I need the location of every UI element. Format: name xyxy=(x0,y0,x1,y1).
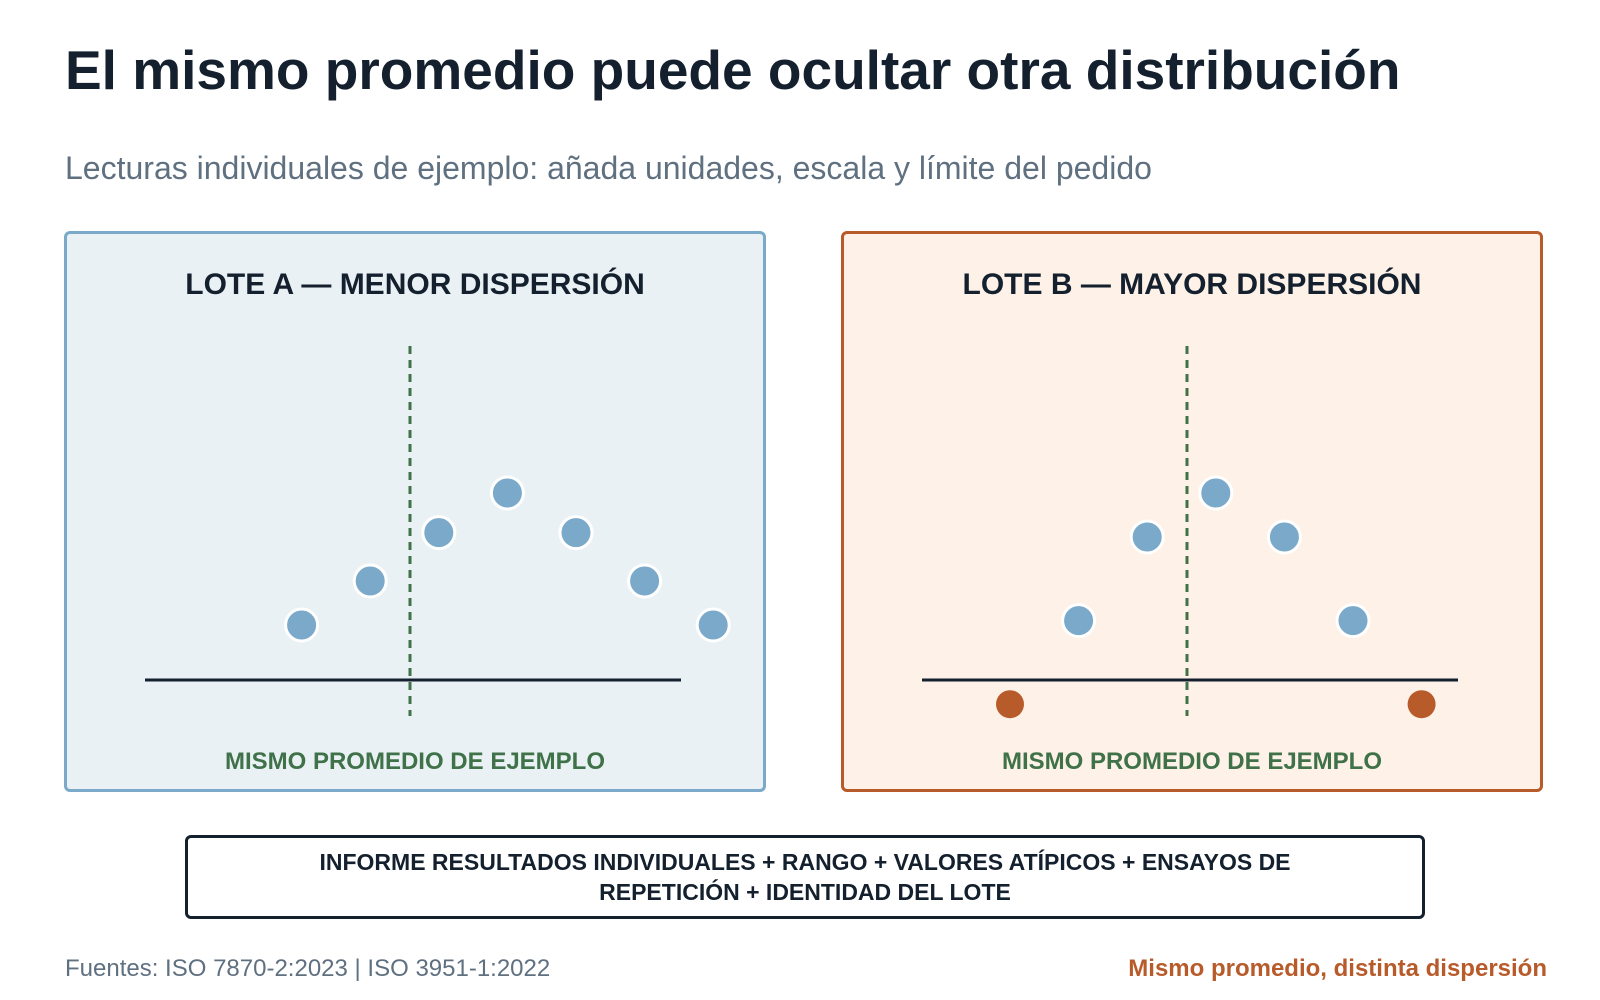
panel-lote-a: LOTE A — MENOR DISPERSIÓN MISMO PROMEDIO… xyxy=(64,231,766,792)
mean-label: MISMO PROMEDIO DE EJEMPLO xyxy=(224,748,606,775)
data-point xyxy=(1129,519,1165,555)
outlier-point xyxy=(1407,690,1436,719)
sources-note: Fuentes: ISO 7870-2:2023 | ISO 3951-1:20… xyxy=(65,955,551,982)
mean-label: MISMO PROMEDIO DE EJEMPLO xyxy=(1001,748,1383,775)
data-point xyxy=(627,563,663,599)
data-point xyxy=(352,563,388,599)
dot-plot-lote-b xyxy=(922,346,1458,719)
data-point xyxy=(1335,603,1371,639)
panel-title: LOTE B — MAYOR DISPERSIÓN xyxy=(962,268,1422,301)
summary-note: Mismo promedio, distinta dispersión xyxy=(1128,955,1547,982)
data-point xyxy=(284,607,320,643)
data-point xyxy=(1266,519,1302,555)
data-point xyxy=(1198,475,1234,511)
data-point xyxy=(421,515,457,551)
panel-lote-b: LOTE B — MAYOR DISPERSIÓN MISMO PROMEDIO… xyxy=(841,231,1543,792)
data-point xyxy=(1061,603,1097,639)
page-title: El mismo promedio puede ocultar otra dis… xyxy=(65,39,1401,101)
data-point xyxy=(695,607,731,643)
data-point xyxy=(489,475,525,511)
panel-title: LOTE A — MENOR DISPERSIÓN xyxy=(185,268,645,301)
dot-plot-lote-a xyxy=(145,346,731,716)
report-callout: INFORME RESULTADOS INDIVIDUALES + RANGO … xyxy=(185,835,1425,919)
outlier-point xyxy=(996,690,1024,719)
page-subtitle: Lecturas individuales de ejemplo: añada … xyxy=(65,150,1152,186)
data-point xyxy=(558,515,594,551)
